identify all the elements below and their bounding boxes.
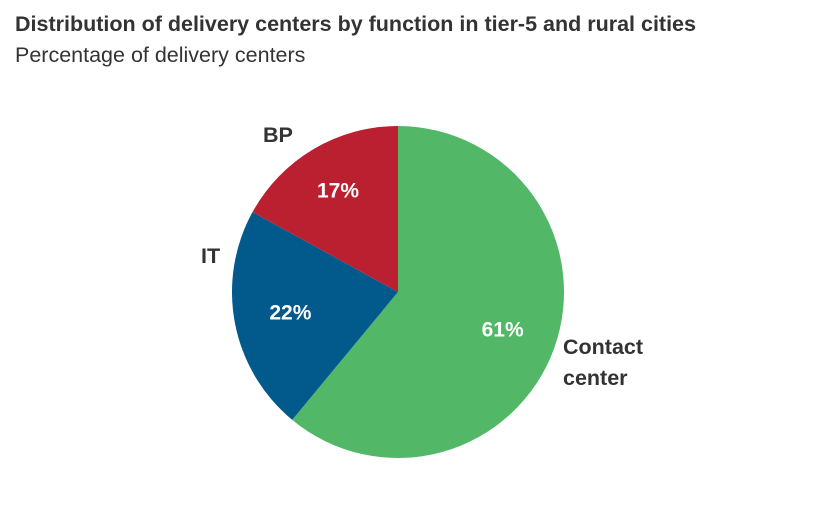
pie-slice-bp <box>252 125 398 292</box>
category-label-bp: BP <box>263 123 293 147</box>
category-label-it: IT <box>201 244 220 268</box>
chart-title: Distribution of delivery centers by func… <box>15 12 696 36</box>
pct-label-bp: 17% <box>317 180 359 203</box>
pct-label-it: 22% <box>269 302 311 325</box>
pie-slices <box>231 125 564 458</box>
category-label-contact-center: Contact center <box>563 335 643 390</box>
pie-slice-it <box>231 212 398 420</box>
pie-slice-contact-center <box>292 126 564 458</box>
pie-labels: 61% Contact center 22% IT 17% BP <box>201 123 643 390</box>
chart-subtitle: Percentage of delivery centers <box>15 43 306 67</box>
pct-label-contact-center: 61% <box>482 319 524 342</box>
